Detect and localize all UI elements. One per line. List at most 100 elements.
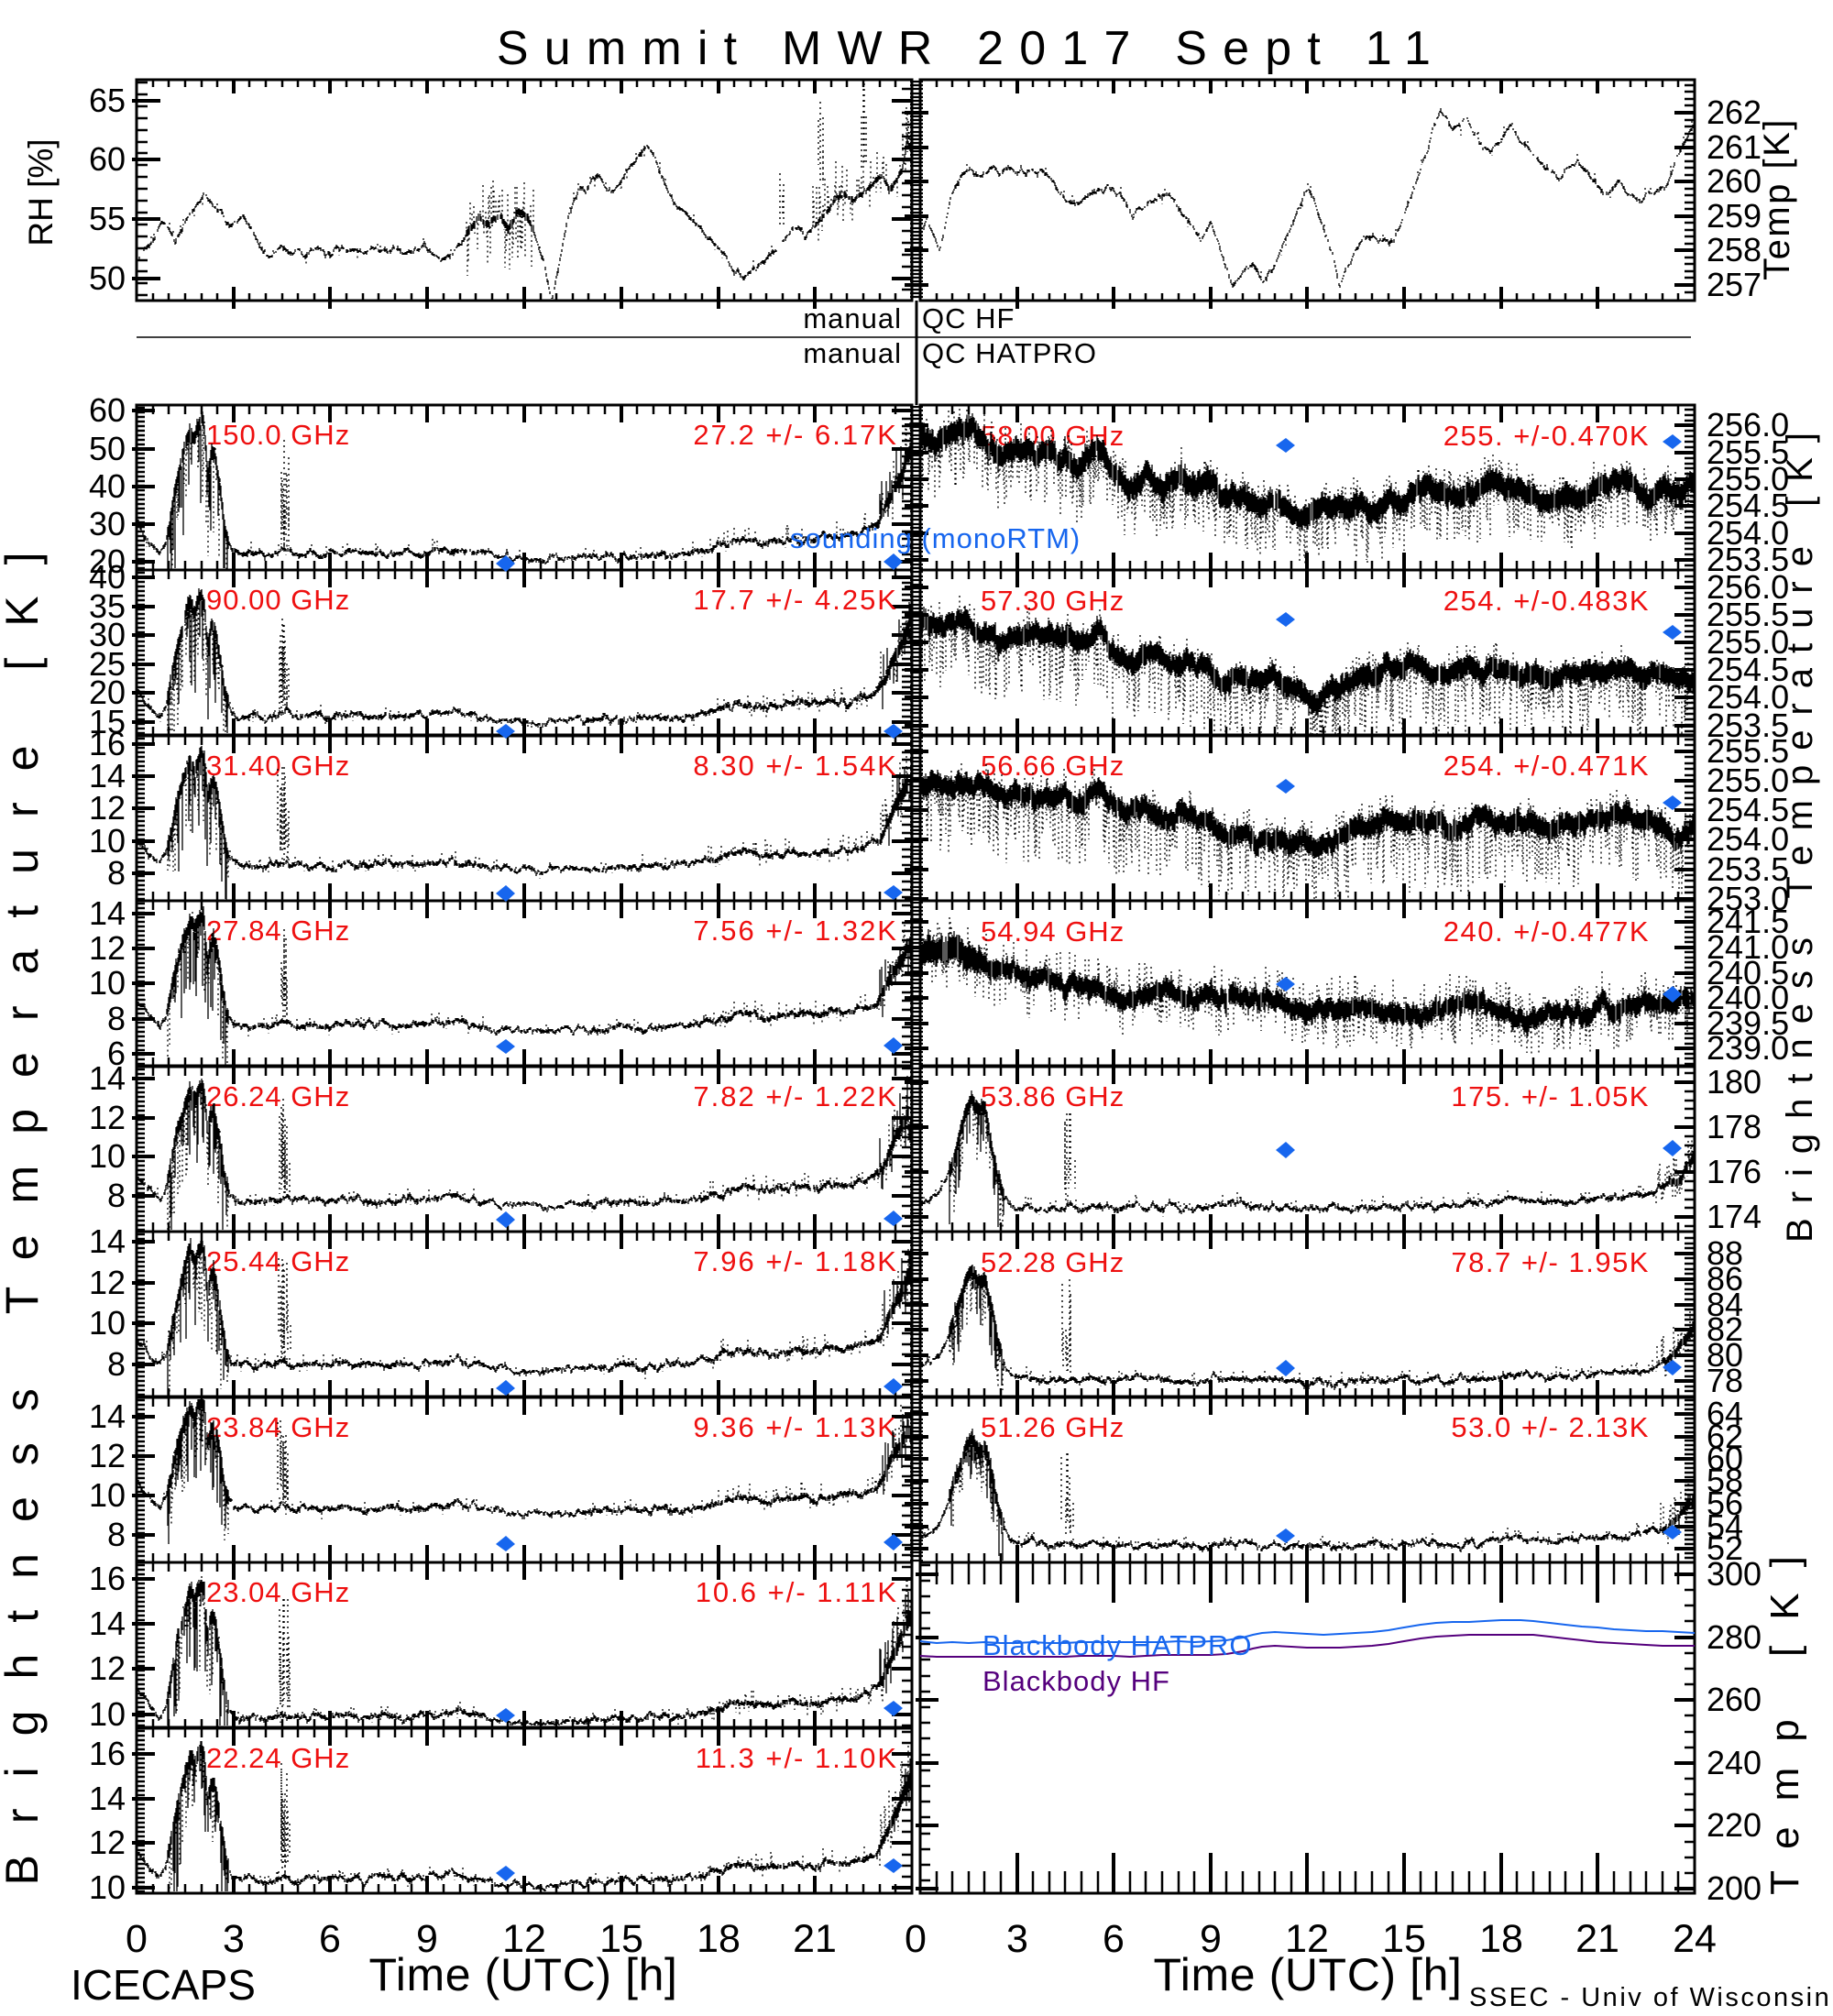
svg-text:262: 262 [1707,93,1762,131]
svg-text:Brightness Temperature [K]: Brightness Temperature [K] [0,521,48,1886]
svg-text:261: 261 [1707,128,1762,166]
svg-text:255. +/-0.470K: 255. +/-0.470K [1443,420,1650,452]
svg-text:241.5: 241.5 [1707,903,1789,940]
svg-text:27.2 +/- 6.17K: 27.2 +/- 6.17K [693,419,898,451]
svg-text:Summit MWR 2017 Sept 11: Summit MWR 2017 Sept 11 [497,22,1446,75]
svg-text:7.56 +/- 1.32K: 7.56 +/- 1.32K [693,915,898,947]
svg-text:15: 15 [89,703,126,740]
svg-text:16: 16 [89,1560,126,1597]
svg-text:84: 84 [1707,1286,1743,1323]
svg-text:54.94 GHz: 54.94 GHz [981,915,1125,948]
svg-text:55: 55 [89,200,126,237]
svg-text:8: 8 [107,1177,126,1214]
svg-text:10: 10 [89,964,126,1002]
svg-text:258: 258 [1707,231,1762,268]
svg-text:27.84 GHz: 27.84 GHz [206,915,350,947]
svg-text:50: 50 [89,259,126,297]
svg-text:Temp [K]: Temp [K] [1757,117,1797,280]
svg-text:QC HF: QC HF [922,302,1015,334]
svg-text:51.26 GHz: 51.26 GHz [981,1411,1125,1443]
svg-text:20: 20 [89,674,126,711]
svg-text:10: 10 [89,1476,126,1514]
svg-text:3: 3 [1006,1917,1028,1961]
svg-text:15: 15 [1382,1917,1426,1961]
svg-text:0: 0 [126,1917,148,1961]
svg-text:23.84 GHz: 23.84 GHz [206,1411,350,1443]
svg-text:9: 9 [416,1917,438,1961]
svg-text:QC HATPRO: QC HATPRO [922,337,1097,369]
svg-text:14: 14 [89,757,126,794]
svg-text:256.0: 256.0 [1707,406,1789,444]
svg-text:240: 240 [1707,1744,1762,1781]
svg-text:86: 86 [1707,1260,1743,1298]
svg-text:6: 6 [319,1917,341,1961]
svg-text:174: 174 [1707,1198,1762,1235]
svg-text:8: 8 [107,1345,126,1383]
svg-text:24: 24 [1673,1917,1717,1961]
svg-text:30: 30 [89,616,126,653]
svg-text:12: 12 [1285,1917,1329,1961]
svg-text:64: 64 [1707,1395,1743,1432]
svg-text:17.7 +/- 4.25K: 17.7 +/- 4.25K [693,584,898,616]
svg-text:254. +/-0.483K: 254. +/-0.483K [1443,585,1650,617]
svg-text:12: 12 [89,1099,126,1136]
svg-text:90.00 GHz: 90.00 GHz [206,584,350,616]
svg-text:82: 82 [1707,1310,1743,1348]
svg-text:53.86 GHz: 53.86 GHz [981,1080,1125,1112]
svg-text:Brightness Temperature [K]: Brightness Temperature [K] [1780,418,1820,1243]
svg-text:239.5: 239.5 [1707,1004,1789,1042]
svg-text:12: 12 [89,789,126,827]
svg-text:21: 21 [793,1917,837,1961]
svg-text:60: 60 [89,140,126,178]
svg-text:20: 20 [89,542,126,580]
svg-text:10: 10 [89,1695,126,1733]
svg-text:14: 14 [89,1605,126,1642]
svg-text:30: 30 [89,505,126,542]
svg-text:239.0: 239.0 [1707,1029,1789,1067]
svg-text:12: 12 [89,1824,126,1861]
svg-text:65: 65 [89,82,126,119]
svg-text:12: 12 [89,1264,126,1301]
svg-text:14: 14 [89,1397,126,1435]
svg-text:56.66 GHz: 56.66 GHz [981,750,1125,782]
svg-text:10: 10 [89,1304,126,1342]
svg-text:58: 58 [1707,1462,1743,1499]
svg-text:Time (UTC) [h]: Time (UTC) [h] [368,1949,677,2000]
svg-text:3: 3 [223,1917,245,1961]
svg-text:Temp [K]: Temp [K] [1762,1530,1807,1895]
svg-text:RH [%]: RH [%] [22,138,60,246]
svg-text:254.0: 254.0 [1707,820,1789,858]
svg-text:26.24 GHz: 26.24 GHz [206,1080,350,1112]
svg-text:88: 88 [1707,1234,1743,1272]
svg-text:16: 16 [89,725,126,762]
svg-text:14: 14 [89,1059,126,1097]
svg-text:6: 6 [107,1035,126,1072]
svg-text:62: 62 [1707,1418,1743,1455]
svg-text:16: 16 [89,1735,126,1772]
svg-text:12: 12 [89,1649,126,1687]
svg-text:SSEC - Univ of Wisconsin: SSEC - Univ of Wisconsin [1469,1983,1831,2012]
svg-text:manual: manual [803,302,902,334]
svg-text:10: 10 [89,822,126,860]
svg-text:176: 176 [1707,1153,1762,1190]
svg-text:8: 8 [107,1000,126,1037]
svg-text:253.0: 253.0 [1707,880,1789,917]
svg-text:10: 10 [89,1868,126,1906]
svg-text:Blackbody HF: Blackbody HF [982,1665,1170,1697]
svg-text:18: 18 [697,1917,741,1961]
svg-text:31.40 GHz: 31.40 GHz [206,750,350,782]
svg-text:260: 260 [1707,162,1762,200]
svg-text:14: 14 [89,894,126,932]
svg-text:259: 259 [1707,197,1762,235]
svg-text:ICECAPS: ICECAPS [71,1961,256,2009]
svg-text:14: 14 [89,1780,126,1817]
svg-text:255.5: 255.5 [1707,596,1789,633]
svg-text:254.5: 254.5 [1707,487,1789,524]
svg-text:52: 52 [1707,1529,1743,1567]
svg-text:254.0: 254.0 [1707,514,1789,552]
svg-text:254.5: 254.5 [1707,791,1789,828]
svg-text:8: 8 [107,854,126,892]
svg-text:40: 40 [89,467,126,505]
svg-text:175. +/- 1.05K: 175. +/- 1.05K [1451,1080,1650,1112]
svg-text:60: 60 [1707,1440,1743,1477]
